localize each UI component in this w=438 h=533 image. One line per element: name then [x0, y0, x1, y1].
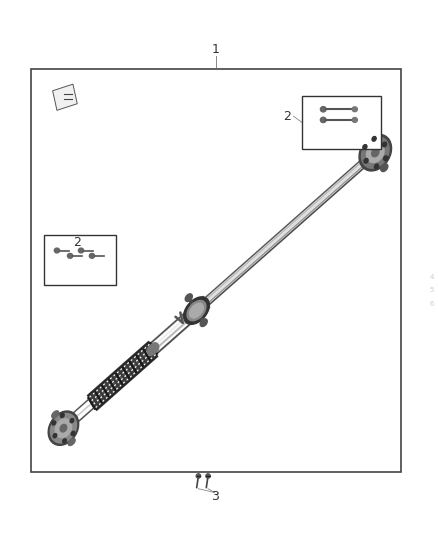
Text: 5: 5: [429, 287, 434, 294]
Text: 2: 2: [73, 236, 81, 249]
Ellipse shape: [367, 143, 384, 163]
Text: 6: 6: [429, 301, 434, 307]
Ellipse shape: [384, 156, 388, 160]
Ellipse shape: [150, 343, 159, 353]
Bar: [302, 96, 381, 149]
Ellipse shape: [147, 345, 156, 356]
Ellipse shape: [68, 439, 75, 446]
Ellipse shape: [185, 294, 192, 302]
Ellipse shape: [52, 421, 56, 425]
Ellipse shape: [371, 149, 379, 157]
Ellipse shape: [363, 144, 367, 149]
Ellipse shape: [187, 301, 206, 321]
Ellipse shape: [190, 303, 203, 318]
Ellipse shape: [374, 164, 378, 169]
Ellipse shape: [63, 439, 67, 443]
Ellipse shape: [364, 158, 368, 163]
Ellipse shape: [381, 164, 388, 172]
Text: 3: 3: [211, 490, 219, 503]
Ellipse shape: [67, 253, 73, 258]
Bar: [53, 84, 77, 110]
Text: 4: 4: [429, 274, 434, 280]
Text: 2: 2: [283, 110, 291, 123]
Bar: [44, 235, 116, 285]
Ellipse shape: [60, 414, 64, 417]
Ellipse shape: [54, 248, 60, 253]
Text: 1: 1: [212, 43, 220, 56]
Ellipse shape: [52, 411, 59, 418]
Ellipse shape: [352, 118, 357, 123]
Ellipse shape: [361, 137, 389, 168]
Ellipse shape: [60, 424, 67, 432]
Ellipse shape: [55, 419, 72, 438]
Ellipse shape: [363, 134, 370, 141]
Ellipse shape: [71, 431, 75, 435]
Ellipse shape: [70, 418, 74, 423]
Ellipse shape: [184, 297, 209, 325]
Ellipse shape: [372, 136, 376, 141]
Ellipse shape: [200, 319, 207, 327]
Ellipse shape: [382, 142, 387, 147]
Ellipse shape: [48, 411, 79, 446]
Ellipse shape: [53, 434, 57, 438]
Ellipse shape: [352, 107, 357, 112]
Ellipse shape: [320, 117, 326, 123]
Ellipse shape: [78, 248, 84, 253]
Ellipse shape: [206, 474, 210, 478]
Bar: [31, 69, 401, 472]
Ellipse shape: [320, 107, 326, 112]
Ellipse shape: [196, 474, 201, 478]
Ellipse shape: [50, 414, 77, 443]
Ellipse shape: [359, 134, 392, 171]
Ellipse shape: [89, 253, 95, 258]
